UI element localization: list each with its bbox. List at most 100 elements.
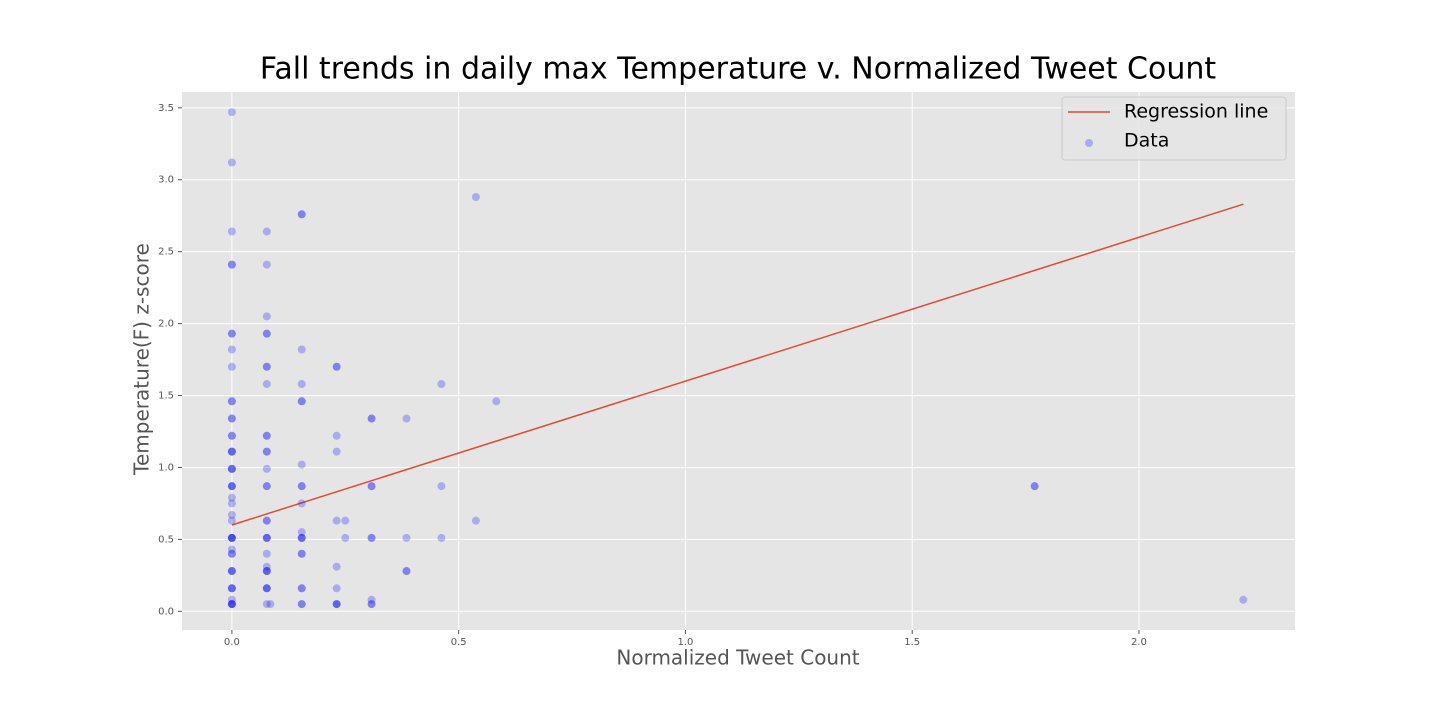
data-point — [262, 482, 271, 491]
data-point — [297, 397, 306, 406]
data-point — [402, 567, 411, 576]
data-point — [227, 533, 236, 542]
data-point — [227, 584, 236, 593]
data-point — [227, 595, 236, 604]
data-point — [227, 227, 236, 236]
data-point — [262, 362, 271, 371]
data-point — [297, 533, 306, 542]
data-point — [262, 329, 271, 338]
data-point — [367, 533, 376, 542]
data-point — [262, 533, 271, 542]
data-point — [1030, 482, 1039, 491]
data-point — [297, 482, 306, 491]
data-point — [227, 345, 236, 354]
y-tick-label: 3.5 — [158, 103, 174, 114]
data-point — [297, 549, 306, 558]
legend-swatch — [1085, 139, 1093, 147]
data-point — [367, 595, 376, 604]
data-point — [227, 584, 236, 593]
data-point — [227, 108, 236, 117]
data-point — [227, 567, 236, 576]
data-point — [227, 549, 236, 558]
x-axis-label: Normalized Tweet Count — [616, 646, 859, 670]
data-point — [341, 533, 350, 542]
data-point — [262, 312, 271, 321]
data-point — [227, 600, 236, 609]
y-tick-label: 1.5 — [158, 391, 174, 402]
plot-background — [182, 92, 1295, 630]
data-point — [227, 510, 236, 519]
data-point — [262, 600, 271, 609]
x-tick-label: 0.0 — [224, 637, 240, 648]
data-point — [297, 584, 306, 593]
data-point — [227, 414, 236, 423]
data-point — [262, 533, 271, 542]
data-point — [227, 158, 236, 167]
data-point — [227, 447, 236, 456]
data-point — [262, 431, 271, 440]
regression-line — [231, 203, 1244, 526]
legend-label: Data — [1124, 130, 1169, 152]
data-point — [297, 549, 306, 558]
data-point — [227, 533, 236, 542]
data-point — [227, 516, 236, 525]
data-point — [367, 482, 376, 491]
y-axis-label: Temperature(F) z-score — [130, 243, 154, 476]
data-point — [367, 414, 376, 423]
y-tick-label: 2.0 — [158, 319, 174, 330]
y-tick-label: 1.0 — [158, 462, 174, 473]
data-point — [437, 380, 446, 389]
data-point — [262, 431, 271, 440]
legend-label: Regression line — [1124, 101, 1268, 123]
data-point — [332, 362, 341, 371]
data-point — [471, 193, 480, 202]
data-point — [332, 584, 341, 593]
x-tick-label: 0.5 — [451, 637, 467, 648]
data-point — [332, 362, 341, 371]
y-tick-label: 0.5 — [158, 534, 174, 545]
data-point — [367, 414, 376, 423]
x-tick-label: 2.0 — [1131, 637, 1147, 648]
data-point — [262, 584, 271, 593]
data-point — [227, 549, 236, 558]
data-point — [332, 447, 341, 456]
data-point — [341, 516, 350, 525]
data-point — [262, 482, 271, 491]
data-point — [297, 210, 306, 219]
data-point — [266, 600, 275, 609]
data-point — [262, 260, 271, 269]
data-point — [227, 493, 236, 502]
y-tick-label: 0.0 — [158, 606, 174, 617]
x-tick-label: 1.5 — [904, 637, 920, 648]
data-point — [297, 460, 306, 469]
data-point — [227, 600, 236, 609]
data-point — [297, 482, 306, 491]
data-point — [262, 533, 271, 542]
chart-title: Fall trends in daily max Temperature v. … — [260, 52, 1217, 87]
data-point — [262, 584, 271, 593]
data-point — [332, 562, 341, 571]
data-point — [227, 447, 236, 456]
data-point — [437, 533, 446, 542]
data-point — [262, 447, 271, 456]
data-point — [297, 345, 306, 354]
data-point — [332, 431, 341, 440]
data-point — [402, 414, 411, 423]
data-point — [227, 260, 236, 269]
data-point — [297, 210, 306, 219]
data-point — [262, 584, 271, 593]
data-point — [402, 533, 411, 542]
data-point — [367, 600, 376, 609]
x-tick-label: 1.0 — [677, 637, 693, 648]
data-point — [227, 584, 236, 593]
data-point — [367, 533, 376, 542]
data-point — [227, 362, 236, 371]
data-point — [227, 431, 236, 440]
data-point — [227, 533, 236, 542]
data-point — [227, 397, 236, 406]
data-point — [262, 227, 271, 236]
data-point — [297, 533, 306, 542]
data-point — [297, 397, 306, 406]
data-point — [227, 431, 236, 440]
data-point — [262, 447, 271, 456]
